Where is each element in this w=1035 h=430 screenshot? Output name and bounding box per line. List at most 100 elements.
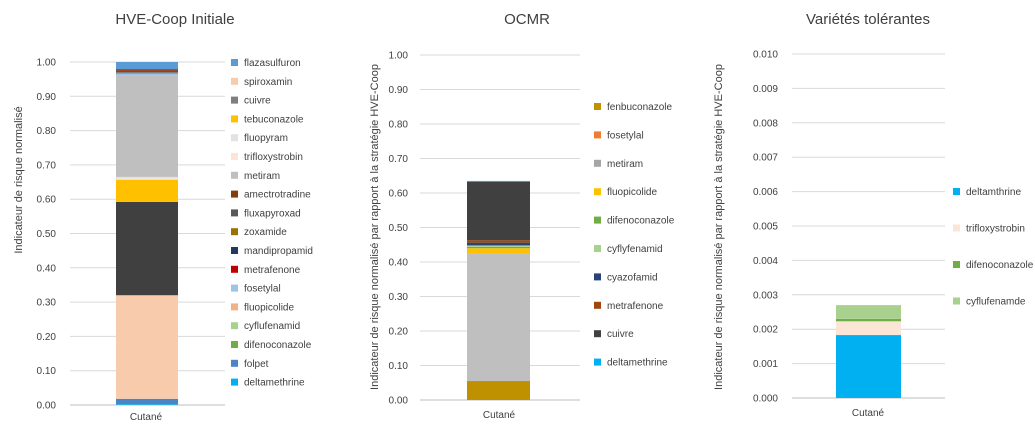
legend-label: metiram <box>244 171 280 182</box>
bar-segment-amectrotradine <box>116 70 178 72</box>
legend-swatch <box>594 103 601 110</box>
legend-entry: trifloxystrobin <box>231 152 303 163</box>
legend-label: fosetylal <box>607 130 644 141</box>
legend-swatch <box>594 245 601 252</box>
legend-entry: difenoconazole <box>594 216 675 227</box>
y-tick-label: 0.009 <box>753 84 778 95</box>
x-category-label: Cutané <box>130 412 163 423</box>
legend-entry: metiram <box>231 171 280 182</box>
y-tick-label: 0.40 <box>389 258 409 269</box>
legend-label: fluopicolide <box>244 302 294 313</box>
y-tick-label: 0.70 <box>37 160 57 171</box>
y-tick-label: 0.90 <box>37 92 57 103</box>
legend-swatch <box>594 216 601 224</box>
y-tick-labels: 0.00 0.10 0.20 0.30 0.40 0.50 0.60 0.70 0.80 0.90… <box>37 58 57 412</box>
y-axis-label: Indicateur de risque normalisé par rappo… <box>369 64 381 390</box>
legend-label: cuivre <box>607 329 634 340</box>
legend-swatch <box>231 359 238 367</box>
legend-entry: fosetylal <box>231 284 281 295</box>
legend-swatch <box>231 190 238 198</box>
bar-segments <box>116 62 178 405</box>
bar-segments <box>467 180 530 400</box>
y-tick-label: 1.00 <box>37 58 57 69</box>
y-tick-labels: 0.00 0.10 0.20 0.30 0.40 0.50 0.60 0.70 0.80 0.90… <box>389 51 409 407</box>
legend-label: spiroxamin <box>244 77 292 88</box>
y-tick-label: 1.00 <box>389 51 409 62</box>
bar-segment-fluopyram <box>116 176 178 179</box>
bar-segment-folpet <box>116 398 178 405</box>
legend-swatch <box>231 247 238 254</box>
y-axis-label: Indicateur de risque normalisé par rappo… <box>713 64 725 390</box>
legend-entry: fluxapyroxad <box>231 208 301 219</box>
y-tick-label: 0.60 <box>37 195 57 206</box>
legend-label: metrafenone <box>244 265 301 276</box>
legend-label: fluxapyroxad <box>244 208 301 219</box>
y-tick-label: 0.10 <box>389 361 409 372</box>
chart-title: Variétés tolérantes <box>806 11 930 28</box>
bar-segment-tebuconazole <box>116 179 178 202</box>
legend-label: trifloxystrobin <box>966 224 1025 235</box>
legend: deltamthrine trifloxystrobin difenoconazol… <box>953 187 1034 308</box>
y-tick-label: 0.30 <box>389 292 409 303</box>
legend-swatch <box>231 228 238 236</box>
legend-entry: difenoconazole <box>953 260 1034 271</box>
y-tick-label: 0.000 <box>753 394 778 405</box>
legend-entry: spiroxamin <box>231 77 292 88</box>
legend-entry: deltamethrine <box>231 378 305 389</box>
y-tick-label: 0.50 <box>37 229 57 240</box>
legend-label: trifloxystrobin <box>244 152 303 163</box>
y-tick-label: 0.80 <box>37 126 57 137</box>
chart-title: OCMR <box>504 11 550 28</box>
bar-segment-trifloxystrobin <box>116 178 178 180</box>
legend-entry: cuivre <box>594 329 634 340</box>
legend-label: deltamethrine <box>244 378 305 389</box>
bar-segment-deltamethrine <box>116 404 178 405</box>
legend-swatch <box>594 131 601 139</box>
bar-segment-metiram <box>116 75 178 177</box>
legend-entry: cyflyfenamid <box>594 244 663 255</box>
y-tick-label: 0.20 <box>37 332 57 343</box>
legend-label: fluopicolide <box>607 187 657 198</box>
legend-label: cuivre <box>244 96 271 107</box>
legend-swatch <box>231 378 238 386</box>
bar-segment-fluopicolide <box>467 248 530 254</box>
bar-segment-cyflyfenamid <box>467 245 530 247</box>
y-tick-label: 0.006 <box>753 187 778 198</box>
y-tick-label: 0.003 <box>753 290 778 301</box>
y-tick-label: 0.80 <box>389 120 409 131</box>
legend-entry: flazasulfuron <box>231 58 301 69</box>
y-tick-label: 0.008 <box>753 118 778 129</box>
legend-entry: fenbuconazole <box>594 102 672 113</box>
x-category-label: Cutané <box>483 410 516 421</box>
legend-label: tebuconazole <box>244 114 304 125</box>
y-tick-label: 0.010 <box>753 50 778 61</box>
bar-segment-metrafenone <box>116 69 178 71</box>
legend-label: flazasulfuron <box>244 58 301 69</box>
legend-label: fosetylal <box>244 284 281 295</box>
legend: fenbuconazole fosetylal metiram fluopicolid… <box>594 102 675 369</box>
y-axis-label: Indicateur de risque normalisé <box>13 106 25 253</box>
legend-label: cyflufenamid <box>244 321 300 332</box>
chart-varietes-tolerantes: Variétés tolérantes Indicateur de risque… <box>713 11 1034 419</box>
legend-label: amectrotradine <box>244 190 311 201</box>
y-tick-label: 0.40 <box>37 263 57 274</box>
y-tick-label: 0.90 <box>389 85 409 96</box>
legend-swatch <box>594 159 601 167</box>
legend-label: mandipropamid <box>244 246 313 257</box>
legend-label: difenoconazole <box>607 216 675 227</box>
bar-segment-cuivre <box>467 181 530 241</box>
legend-label: difenoconazole <box>966 260 1034 271</box>
bar-segment-spiroxamin <box>116 295 178 399</box>
bar-segment-deltamethrine <box>467 180 530 182</box>
legend-entry: cyflufenamde <box>953 297 1026 308</box>
chart-title: HVE-Coop Initiale <box>115 11 234 28</box>
bar-segment-fosetylal <box>116 73 178 76</box>
bar-segment-cyazofamid <box>467 242 530 246</box>
bar-segment-flazasulfuron <box>116 62 178 70</box>
y-tick-labels: 0.000 0.001 0.002 0.003 0.004 0.005 0.006 0.007… <box>753 50 778 405</box>
bar-segment-fluxapyroxad <box>116 201 178 296</box>
bar-segment-cyflufenamde <box>836 305 901 319</box>
bar-segment-fenbuconazole <box>467 381 530 400</box>
legend-swatch <box>231 341 238 348</box>
legend-entry: fluopyram <box>231 133 288 144</box>
